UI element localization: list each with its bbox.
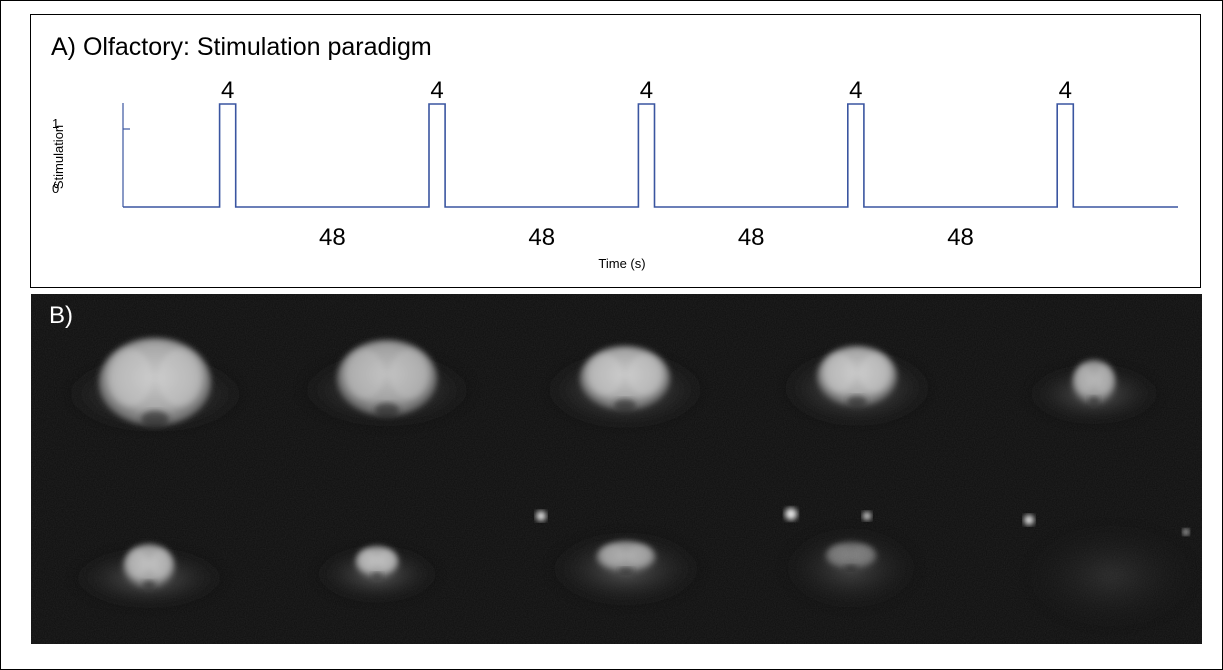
mri-bright-spot [785,508,797,520]
mri-slice [1024,360,1164,424]
mri-bright-spot [863,512,871,520]
on-duration-label: 4 [430,77,443,104]
y-tick-label: 0 [52,181,59,196]
off-duration-label: 48 [738,224,765,251]
mri-slice [781,526,921,610]
stimulation-trace [123,103,1178,208]
panel-b-title: B) [49,302,73,329]
off-duration-label: 48 [528,224,555,251]
on-duration-label: 4 [849,77,862,104]
mri-slices-panel: B) [31,294,1202,644]
y-axis-label: Stimulation [51,125,66,189]
mri-slices-group [60,338,1201,631]
mri-slice [69,544,229,608]
chart-axes [122,103,130,207]
mri-slice [546,531,706,607]
mri-slices-image [31,294,1202,644]
on-duration-label: 4 [221,77,234,104]
mri-slice [312,546,442,602]
x-axis-label: Time (s) [598,256,645,271]
mri-bright-spot [1024,515,1034,525]
off-duration-label: 48 [947,224,974,251]
stimulation-paradigm-panel: 1 0 Stimulation Time (s) 4 4 4 4 4 48 48 48 48 A) Ol… [30,14,1201,288]
mri-bright-spot [536,511,546,521]
mri-slice [1021,521,1201,631]
mri-slice [540,346,710,430]
mri-slice [777,346,937,428]
mri-slice [60,338,250,434]
mri-slice [297,340,477,428]
mri-bright-spot [1183,529,1189,535]
y-tick-label: 1 [52,116,59,131]
stimulation-trace-group [123,103,1178,208]
on-duration-label: 4 [1059,77,1072,104]
on-duration-label: 4 [640,77,653,104]
panel-a-title: A) Olfactory: Stimulation paradigm [51,33,432,61]
off-duration-label: 48 [319,224,346,251]
